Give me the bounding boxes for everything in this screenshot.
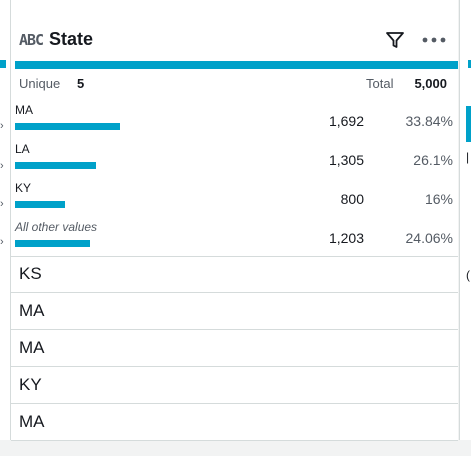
adjacent-glyph: ›	[0, 198, 4, 210]
adjacent-glyph: (	[466, 268, 470, 282]
unique-label: Unique	[19, 76, 61, 91]
table-row[interactable]: KS	[11, 256, 458, 293]
data-quality-bar	[15, 61, 458, 69]
table-cell: MA	[19, 338, 45, 357]
table-cell: KY	[19, 375, 42, 394]
distribution-row-ky[interactable]: KY 800 16%	[11, 178, 458, 217]
table-cell: MA	[19, 412, 45, 431]
data-rows: KS MA MA KY MA	[11, 256, 458, 441]
distribution-bar	[15, 123, 120, 130]
column-header[interactable]: ABC State	[11, 20, 458, 60]
distribution-bar	[15, 162, 96, 169]
abc-string-type-icon: ABC	[19, 31, 44, 49]
total-label: Total	[366, 76, 394, 91]
adjacent-quality-bar	[468, 60, 471, 68]
column-stats: Unique 5 Total 5,000	[11, 76, 458, 94]
table-row[interactable]: KY	[11, 367, 458, 404]
value-distribution: MA 1,692 33.84% LA 1,305 26.1% KY 800 16…	[11, 100, 458, 256]
table-row[interactable]: MA	[11, 293, 458, 330]
unique-value: 5	[77, 76, 85, 91]
table-row[interactable]: MA	[11, 330, 458, 367]
header-divider	[11, 256, 458, 257]
filter-icon[interactable]	[385, 30, 405, 50]
distribution-percent: 33.84%	[405, 113, 453, 129]
distribution-count: 1,305	[328, 152, 364, 168]
distribution-percent: 16%	[424, 191, 453, 207]
column-title: State	[49, 29, 94, 49]
table-cell: KS	[19, 264, 42, 283]
state-column: ABC State Unique 5 Total 5,000 MA 1,692 …	[11, 0, 458, 441]
distribution-label: All other values	[15, 220, 98, 234]
distribution-bar	[15, 201, 65, 208]
adjacent-selection-bar	[466, 106, 471, 142]
distribution-label: KY	[15, 181, 32, 195]
distribution-row-ma[interactable]: MA 1,692 33.84%	[11, 100, 458, 139]
adjacent-glyph: ›	[0, 120, 4, 132]
distribution-percent: 24.06%	[405, 230, 453, 246]
adjacent-glyph: |	[466, 150, 470, 164]
total-value: 5,000	[414, 76, 447, 91]
table-cell: MA	[19, 301, 45, 320]
distribution-count: 1,692	[328, 113, 364, 129]
more-options-icon[interactable]	[420, 30, 448, 50]
table-row[interactable]: MA	[11, 404, 458, 441]
distribution-row-other[interactable]: All other values 1,203 24.06%	[11, 217, 458, 256]
distribution-label: MA	[15, 103, 33, 117]
distribution-count: 1,203	[328, 230, 364, 246]
adjacent-column-left: › › › ›	[0, 0, 11, 440]
adjacent-glyph: ›	[0, 236, 4, 248]
adjacent-glyph: ›	[0, 160, 4, 172]
adjacent-quality-bar	[0, 60, 6, 68]
distribution-row-la[interactable]: LA 1,305 26.1%	[11, 139, 458, 178]
distribution-count: 800	[340, 191, 364, 207]
distribution-label: LA	[15, 142, 30, 156]
distribution-percent: 26.1%	[413, 152, 453, 168]
adjacent-column-right: | (	[459, 0, 471, 440]
distribution-bar	[15, 240, 90, 247]
